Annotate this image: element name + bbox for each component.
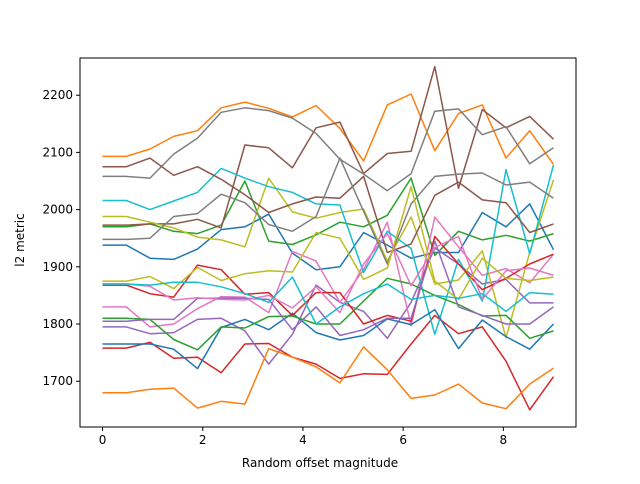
x-tick-label: 8 bbox=[500, 433, 508, 447]
y-tick-label: 1700 bbox=[42, 374, 73, 388]
y-axis-label: l2 metric bbox=[13, 213, 27, 266]
series-line-11 bbox=[102, 308, 555, 370]
series-line-14 bbox=[102, 235, 554, 325]
series-lines bbox=[102, 65, 555, 411]
series-line-4 bbox=[102, 314, 555, 411]
series-line-8 bbox=[102, 107, 554, 192]
series-line-7 bbox=[102, 216, 555, 328]
series-line-20 bbox=[102, 276, 554, 325]
x-axis-ticks: 0 2 4 6 8 bbox=[99, 427, 507, 447]
x-tick-label: 4 bbox=[299, 433, 307, 447]
series-line-2 bbox=[102, 93, 555, 165]
series-line-6 bbox=[102, 65, 555, 229]
y-tick-label: 1800 bbox=[42, 317, 73, 331]
series-line-16 bbox=[102, 157, 554, 254]
series-line-9 bbox=[102, 177, 555, 339]
series-line-1 bbox=[102, 203, 555, 271]
series-line-15 bbox=[102, 240, 554, 337]
y-tick-label: 2200 bbox=[42, 88, 73, 102]
series-line-5 bbox=[102, 247, 554, 365]
series-line-18 bbox=[102, 157, 554, 265]
x-axis-label: Random offset magnitude bbox=[242, 456, 398, 470]
x-tick-label: 6 bbox=[399, 433, 407, 447]
axes-frame bbox=[79, 57, 577, 428]
y-tick-label: 2100 bbox=[42, 145, 73, 159]
series-line-12 bbox=[102, 346, 554, 410]
x-tick-label: 2 bbox=[199, 433, 207, 447]
series-line-19 bbox=[102, 185, 554, 301]
series-line-17 bbox=[102, 232, 554, 314]
y-tick-label: 2000 bbox=[42, 203, 73, 217]
y-tick-label: 1900 bbox=[42, 260, 73, 274]
x-tick-label: 0 bbox=[99, 433, 107, 447]
series-line-3 bbox=[102, 177, 554, 257]
y-axis-ticks: 1700 1800 1900 2000 2100 2200 bbox=[42, 88, 80, 388]
